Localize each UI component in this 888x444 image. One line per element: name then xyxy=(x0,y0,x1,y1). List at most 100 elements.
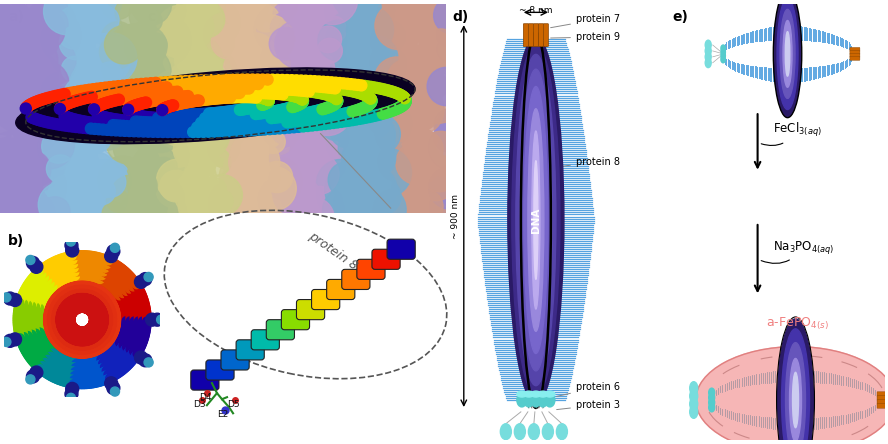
Circle shape xyxy=(109,352,118,361)
Circle shape xyxy=(252,108,264,119)
Circle shape xyxy=(90,285,98,294)
Circle shape xyxy=(94,274,102,282)
Circle shape xyxy=(0,9,36,48)
Circle shape xyxy=(101,309,109,317)
Circle shape xyxy=(62,283,71,291)
Circle shape xyxy=(82,123,92,134)
Circle shape xyxy=(79,288,88,296)
Circle shape xyxy=(83,251,91,259)
Circle shape xyxy=(103,352,112,361)
Circle shape xyxy=(257,1,308,53)
Circle shape xyxy=(30,307,39,315)
Circle shape xyxy=(84,351,93,360)
Circle shape xyxy=(83,255,91,263)
Circle shape xyxy=(108,326,116,335)
Circle shape xyxy=(114,309,122,317)
Circle shape xyxy=(32,96,43,107)
Circle shape xyxy=(49,293,58,302)
Circle shape xyxy=(53,371,61,379)
Circle shape xyxy=(75,275,84,284)
Circle shape xyxy=(180,91,191,102)
Circle shape xyxy=(126,321,134,329)
Circle shape xyxy=(124,341,132,349)
Circle shape xyxy=(56,263,65,272)
Circle shape xyxy=(26,313,34,321)
Circle shape xyxy=(70,259,79,268)
Circle shape xyxy=(322,89,333,100)
Circle shape xyxy=(47,334,56,343)
Circle shape xyxy=(98,355,107,363)
Circle shape xyxy=(44,270,53,278)
Circle shape xyxy=(79,271,88,280)
Circle shape xyxy=(21,313,30,321)
Circle shape xyxy=(51,360,59,369)
Circle shape xyxy=(334,186,369,222)
Circle shape xyxy=(363,111,375,123)
Circle shape xyxy=(63,349,72,357)
Circle shape xyxy=(313,113,324,124)
Circle shape xyxy=(365,159,391,185)
Circle shape xyxy=(56,272,64,281)
Circle shape xyxy=(82,288,90,296)
Circle shape xyxy=(293,92,304,103)
Circle shape xyxy=(78,287,86,296)
Circle shape xyxy=(40,285,49,293)
Circle shape xyxy=(294,99,305,110)
Circle shape xyxy=(91,307,99,315)
Circle shape xyxy=(55,344,64,352)
Circle shape xyxy=(153,75,181,103)
Circle shape xyxy=(58,364,67,373)
Circle shape xyxy=(44,326,52,334)
Circle shape xyxy=(134,351,147,364)
Circle shape xyxy=(213,121,224,132)
Circle shape xyxy=(79,327,88,336)
Circle shape xyxy=(106,317,115,325)
Circle shape xyxy=(36,278,44,286)
Ellipse shape xyxy=(557,424,567,440)
Circle shape xyxy=(393,155,420,181)
Circle shape xyxy=(73,355,81,364)
Circle shape xyxy=(112,344,120,353)
Circle shape xyxy=(67,305,75,313)
Circle shape xyxy=(68,309,76,317)
Circle shape xyxy=(31,329,40,337)
Circle shape xyxy=(58,303,66,311)
Circle shape xyxy=(385,83,405,104)
Circle shape xyxy=(151,198,181,229)
Circle shape xyxy=(63,320,71,329)
Circle shape xyxy=(211,93,223,104)
Circle shape xyxy=(91,291,99,299)
Circle shape xyxy=(143,117,155,128)
Circle shape xyxy=(91,261,99,269)
Circle shape xyxy=(250,101,261,112)
Circle shape xyxy=(95,284,104,292)
Ellipse shape xyxy=(543,424,553,440)
Circle shape xyxy=(61,343,69,351)
Circle shape xyxy=(137,342,146,350)
Circle shape xyxy=(78,331,87,340)
Circle shape xyxy=(27,282,36,291)
Circle shape xyxy=(86,297,94,306)
Circle shape xyxy=(296,93,307,104)
Circle shape xyxy=(116,363,124,371)
Circle shape xyxy=(111,95,123,106)
Circle shape xyxy=(166,100,177,111)
Circle shape xyxy=(68,375,77,384)
Circle shape xyxy=(85,334,94,342)
Circle shape xyxy=(98,311,106,320)
Circle shape xyxy=(400,93,410,104)
Circle shape xyxy=(35,273,44,281)
Circle shape xyxy=(173,118,184,128)
Circle shape xyxy=(127,297,135,305)
Circle shape xyxy=(83,343,92,351)
Circle shape xyxy=(91,331,99,339)
Circle shape xyxy=(43,306,52,314)
Circle shape xyxy=(75,343,83,352)
Ellipse shape xyxy=(709,398,715,407)
Circle shape xyxy=(93,316,102,325)
Circle shape xyxy=(27,306,35,314)
Circle shape xyxy=(51,319,59,328)
Circle shape xyxy=(61,298,69,307)
Circle shape xyxy=(95,325,104,333)
Circle shape xyxy=(252,92,264,103)
